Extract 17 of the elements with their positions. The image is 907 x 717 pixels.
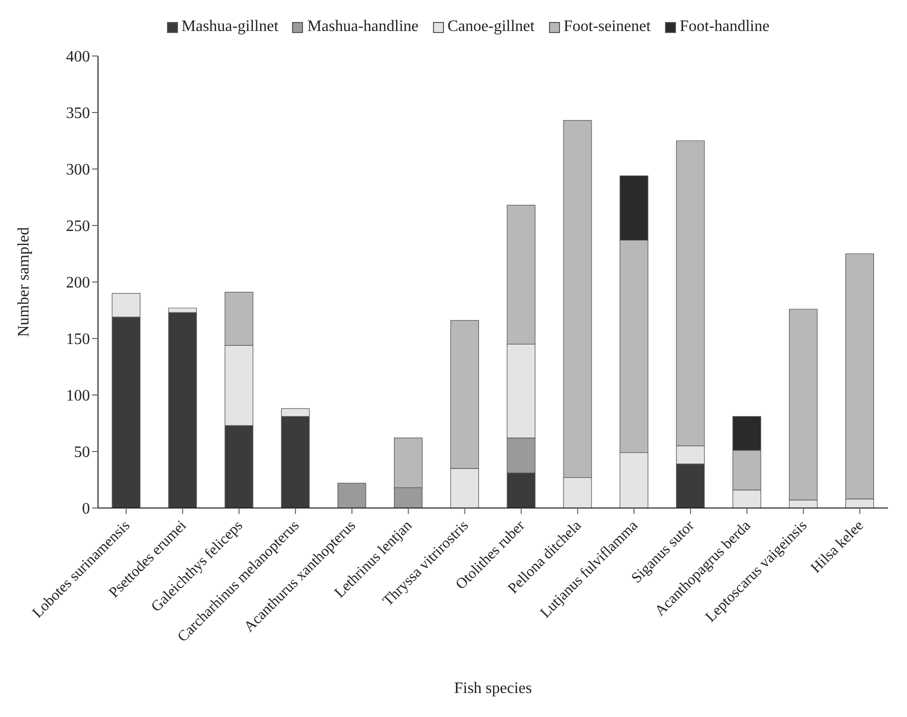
bar	[338, 482, 366, 508]
y-tick-label: 300	[66, 162, 90, 179]
y-tick-label: 0	[82, 500, 90, 518]
legend-label: Mashua-handline	[306, 18, 418, 36]
y-tick-label: 250	[66, 218, 90, 236]
legend-label: Foot-handline	[678, 18, 770, 36]
y-tick-label: 200	[66, 274, 90, 292]
legend-label: Canoe-gillnet	[446, 18, 535, 36]
y-tick-label: 400	[66, 48, 90, 66]
legend-label: Foot-seinenet	[562, 18, 651, 36]
y-tick-label: 100	[66, 388, 90, 405]
y-tick-label: 50	[74, 444, 90, 462]
y-tick-label: 350	[66, 105, 90, 122]
y-tick-label: 150	[66, 331, 90, 348]
legend-label: Mashua-gillnet	[180, 18, 278, 36]
y-axis-title: Number sampled	[16, 227, 33, 337]
x-axis-title: Fish species	[454, 680, 532, 697]
